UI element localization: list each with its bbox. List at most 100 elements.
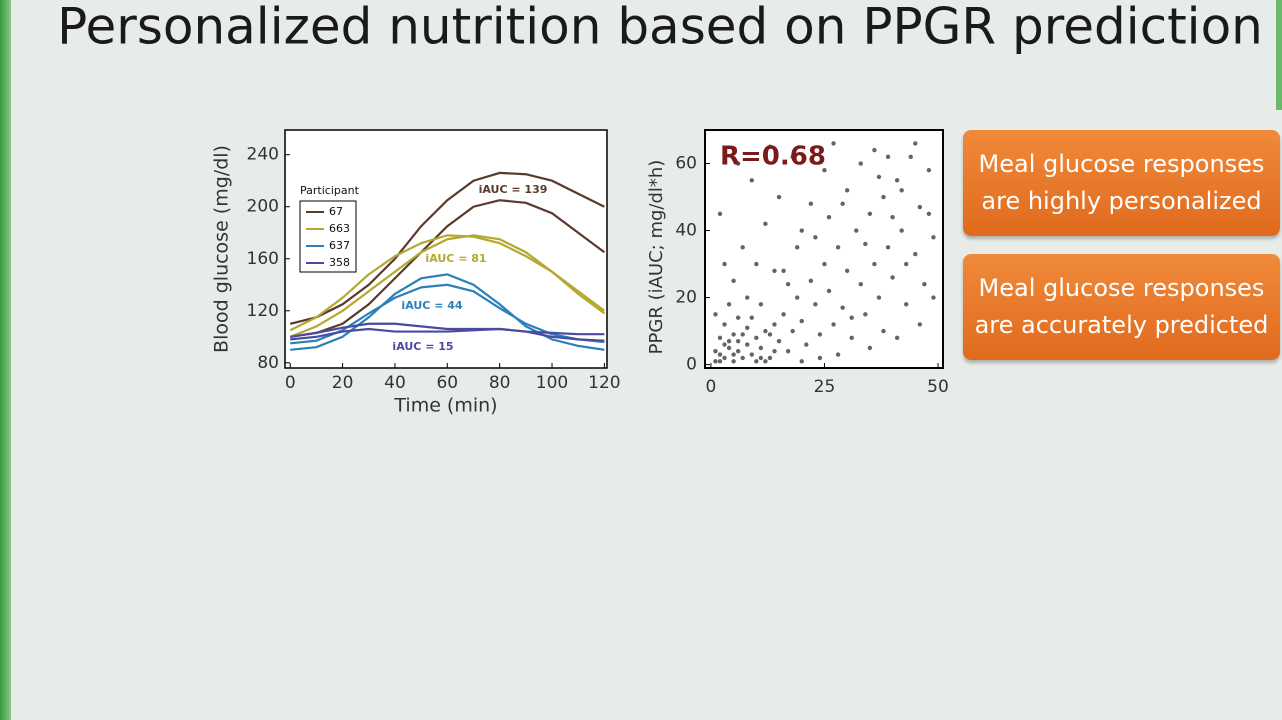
scatter-point xyxy=(722,261,727,267)
scatter-point xyxy=(754,359,759,364)
annotation: R=0.68 xyxy=(720,142,826,172)
scatter-point xyxy=(881,194,886,200)
scatter-point xyxy=(917,204,923,210)
scatter-point xyxy=(717,352,723,357)
annotation: iAUC = 81 xyxy=(425,252,486,265)
scatter-point xyxy=(767,355,773,361)
scatter-point xyxy=(717,359,723,364)
y-tick-label: 20 xyxy=(675,288,697,308)
scatter-point xyxy=(735,349,741,354)
scatter-point xyxy=(835,352,841,357)
scatter-point xyxy=(785,281,791,287)
scatter-point xyxy=(781,268,786,273)
scatter-point xyxy=(722,355,727,361)
scatter-point xyxy=(817,332,823,337)
scatter-point xyxy=(717,211,723,217)
scatter-point xyxy=(795,295,800,300)
scatter-point xyxy=(790,328,795,334)
scatter-point xyxy=(804,342,809,347)
x-tick-label: 25 xyxy=(814,377,836,397)
scatter-point xyxy=(844,268,850,273)
scatter-point xyxy=(749,178,754,183)
scatter-point xyxy=(717,335,723,341)
legend-title: Participant xyxy=(300,184,360,197)
scatter-point xyxy=(926,168,932,173)
scatter-point xyxy=(772,268,777,273)
scatter-point xyxy=(894,335,900,341)
scatter-point xyxy=(844,188,850,193)
scatter-point xyxy=(735,315,741,320)
y-tick-label: 80 xyxy=(257,353,279,373)
x-tick-label: 80 xyxy=(489,373,511,393)
scatter-point xyxy=(835,245,841,250)
scatter-point xyxy=(731,278,736,284)
scatter-point xyxy=(740,245,745,250)
y-tick-label: 240 xyxy=(247,145,279,165)
scatter-point xyxy=(731,359,736,364)
x-tick-label: 120 xyxy=(588,373,620,393)
scatter-point xyxy=(840,305,845,310)
scatter-point xyxy=(885,245,891,250)
y-tick-label: 160 xyxy=(247,249,279,269)
scatter-point xyxy=(849,315,854,320)
scatter-point xyxy=(781,312,786,317)
scatter-point xyxy=(799,318,804,324)
scatter-point xyxy=(749,352,754,357)
scatter-point xyxy=(740,355,745,361)
scatter-point xyxy=(772,349,777,354)
scatter-point xyxy=(876,174,882,180)
scatter-point xyxy=(858,281,863,287)
scatter-point xyxy=(772,322,777,327)
scatter-point xyxy=(745,325,750,330)
series-line xyxy=(290,199,606,338)
scatter-point xyxy=(863,312,868,317)
scatter-point xyxy=(763,221,768,227)
series-line xyxy=(289,171,605,325)
annotation: iAUC = 15 xyxy=(392,340,453,353)
scatter-point xyxy=(808,278,814,284)
legend-box xyxy=(299,200,357,273)
x-tick-label: 100 xyxy=(536,373,568,393)
scatter-point xyxy=(731,332,736,337)
scatter-point xyxy=(713,349,718,354)
scatter-point xyxy=(722,322,727,327)
x-tick-label: 50 xyxy=(927,377,949,397)
scatter-point xyxy=(831,141,836,146)
scatter-point xyxy=(899,188,904,193)
scatter-point xyxy=(931,295,936,300)
scatter-point xyxy=(854,228,859,233)
scatter-point xyxy=(731,352,736,357)
y-tick-label: 40 xyxy=(675,221,697,241)
scatter-point xyxy=(758,302,764,307)
y-tick-label: 200 xyxy=(247,197,279,217)
scatter-point xyxy=(726,338,732,344)
series-line xyxy=(290,322,605,342)
scatter-point xyxy=(795,245,800,250)
scatter-point xyxy=(899,228,904,233)
legend-label: 637 xyxy=(329,239,350,252)
callout: Meal glucose responses are accurately pr… xyxy=(963,254,1280,360)
y-axis-label: PPGR (iAUC; mg/dl*h) xyxy=(646,160,667,355)
annotation: iAUC = 44 xyxy=(401,299,462,312)
scatter-point xyxy=(790,154,795,160)
scatter-point xyxy=(726,345,732,351)
scatter-point xyxy=(813,302,818,307)
scatter-point xyxy=(822,261,827,267)
x-tick-label: 0 xyxy=(705,377,716,397)
scatter-point xyxy=(808,201,814,206)
scatter-point xyxy=(867,211,873,217)
scatter-point xyxy=(931,235,936,240)
scatter-point xyxy=(745,342,750,347)
scatter-point xyxy=(881,328,886,334)
callout: Meal glucose responses are highly person… xyxy=(963,130,1280,236)
slide-title: Personalized nutrition based on PPGR pre… xyxy=(57,0,1263,56)
scatter-point xyxy=(876,295,882,300)
scatter-point xyxy=(754,261,759,267)
scatter-point xyxy=(799,359,804,364)
series-line xyxy=(289,234,606,338)
scatter-point xyxy=(831,322,836,327)
x-axis-label: Time (min) xyxy=(393,395,497,417)
scatter-point xyxy=(913,251,918,257)
scatter-point xyxy=(890,275,895,280)
scatter-point xyxy=(758,355,764,361)
